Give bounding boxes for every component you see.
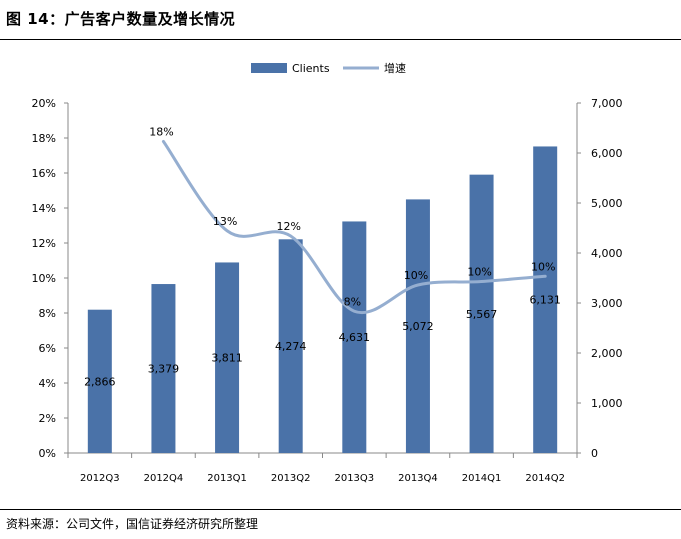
bar-value-label: 2,866 <box>84 375 116 388</box>
left-axis-tick-label: 4% <box>39 377 56 390</box>
bar-2013q4 <box>405 199 430 453</box>
figure-header: 图 14：广告客户数量及增长情况 <box>0 0 681 40</box>
right-axis-tick-label: 3,000 <box>591 297 623 310</box>
left-axis-tick-label: 18% <box>32 132 56 145</box>
source-note: 资料来源：公司文件，国信证券经济研究所整理 <box>6 517 259 531</box>
bar-series-clients <box>87 146 558 453</box>
left-axis-tick-label: 10% <box>32 272 56 285</box>
legend-label-clients: Clients <box>292 62 330 75</box>
left-axis-tick-label: 20% <box>32 97 56 110</box>
line-value-label: 10% <box>531 260 555 273</box>
bar-2014q1 <box>469 174 494 453</box>
x-axis-category-label: 2012Q3 <box>80 473 120 484</box>
bar-2014q2 <box>533 146 558 453</box>
x-axis-category-label: 2013Q3 <box>334 473 374 484</box>
x-axis-category-label: 2014Q1 <box>462 473 502 484</box>
bar-value-label: 5,072 <box>402 320 434 333</box>
right-axis-tick-label: 4,000 <box>591 247 623 260</box>
left-axis-tick-label: 6% <box>39 342 56 355</box>
right-axis-tick-label: 7,000 <box>591 97 623 110</box>
left-axis-tick-label: 0% <box>39 447 56 460</box>
bar-value-label: 3,811 <box>211 352 243 365</box>
line-value-label: 10% <box>404 269 428 282</box>
figure-title: 图 14：广告客户数量及增长情况 <box>6 10 236 28</box>
bar-value-label: 6,131 <box>529 294 561 307</box>
x-axis-category-label: 2014Q2 <box>525 473 565 484</box>
legend-swatch-clients <box>251 63 287 73</box>
left-axis-tick-label: 12% <box>32 237 56 250</box>
bar-2013q1 <box>215 262 240 453</box>
bar-2013q2 <box>278 239 303 453</box>
bar-value-label: 4,631 <box>339 331 371 344</box>
bar-2013q3 <box>342 221 367 453</box>
line-value-label: 13% <box>213 215 237 228</box>
left-axis-tick-label: 2% <box>39 412 56 425</box>
right-axis-tick-label: 0 <box>591 447 598 460</box>
right-axis-tick-label: 6,000 <box>591 147 623 160</box>
left-axis-tick-label: 16% <box>32 167 56 180</box>
bar-2012q3 <box>87 309 112 453</box>
line-data-labels: 18% 13% 12% 8% 10% 10% 10% <box>149 126 555 309</box>
chart-legend: Clients 增速 <box>251 61 406 75</box>
legend-label-growth: 增速 <box>384 61 406 75</box>
right-axis-tick-label: 1,000 <box>591 397 623 410</box>
bar-value-label: 4,274 <box>275 340 307 353</box>
growth-rate-line <box>161 140 547 315</box>
line-series-growth <box>161 140 547 315</box>
line-value-label: 8% <box>344 295 361 308</box>
bottom-divider <box>0 509 681 510</box>
right-axis-tick-label: 5,000 <box>591 197 623 210</box>
x-axis-category-label: 2013Q4 <box>398 473 438 484</box>
x-axis-category-label: 2013Q1 <box>207 473 247 484</box>
line-value-label: 18% <box>149 126 173 139</box>
bar-value-label: 5,567 <box>466 308 498 321</box>
bar-data-labels: 2,866 3,379 3,811 4,274 4,631 5,072 5,567 6,131 <box>84 294 561 389</box>
bar-2012q4 <box>151 284 176 453</box>
line-value-label: 12% <box>276 220 300 233</box>
left-axis-tick-label: 8% <box>39 307 56 320</box>
left-axis-tick-label: 14% <box>32 202 56 215</box>
bar-value-label: 3,379 <box>148 363 180 376</box>
x-axis-category-label: 2013Q2 <box>271 473 311 484</box>
top-divider <box>0 39 681 40</box>
line-value-label: 10% <box>467 266 491 279</box>
x-axis-category-label: 2012Q4 <box>144 473 184 484</box>
clients-growth-chart: Clients 增速 0% 2% 4% 6% 8% 10% 12% 14% 16% 18% 20% 0 1… <box>32 61 623 484</box>
chart-axes: 0% 2% 4% 6% 8% 10% 12% 14% 16% 18% 20% 0 1,000 2,000 3… <box>32 97 623 484</box>
right-axis-tick-label: 2,000 <box>591 347 623 360</box>
